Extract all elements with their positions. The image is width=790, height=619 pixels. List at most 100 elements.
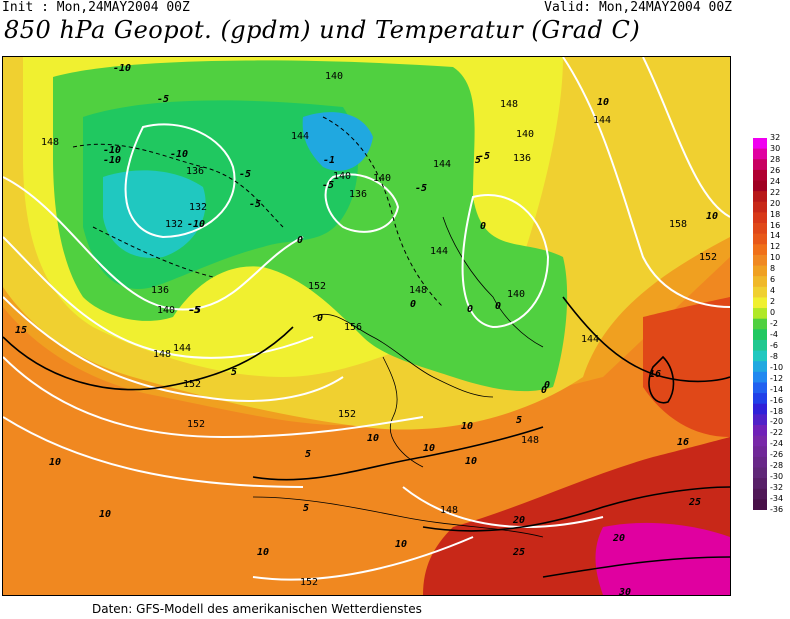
colorbar-swatch — [753, 467, 767, 479]
colorbar-label: -20 — [770, 417, 784, 427]
colorbar-swatch — [753, 191, 767, 203]
colorbar-swatch — [753, 393, 767, 405]
temp-label: -5 — [157, 94, 169, 105]
colorbar-label: -36 — [770, 505, 784, 514]
colorbar-swatch — [753, 201, 767, 213]
temp-label: 5 — [475, 155, 481, 166]
colorbar-swatch — [753, 350, 767, 362]
geo-label: 140 — [333, 171, 351, 182]
temp-label: -10 — [113, 63, 131, 74]
colorbar-swatch — [753, 478, 767, 490]
geo-label: 144 — [173, 343, 191, 354]
colorbar-label: -2 — [770, 319, 778, 328]
temp-label: 0 — [297, 235, 303, 246]
geo-label: 156 — [344, 322, 362, 333]
temp-label: -5 — [478, 151, 490, 162]
temp-label: 10 — [465, 456, 477, 467]
colorbar-label: -16 — [770, 395, 784, 405]
colorbar-label: 4 — [770, 286, 776, 296]
colorbar-swatch — [753, 244, 767, 256]
geo-label: 148 — [409, 285, 427, 296]
data-source-footer: Daten: GFS-Modell des amerikanischen Wet… — [92, 602, 422, 616]
geo-label: 148 — [521, 435, 539, 446]
geo-label: 148 — [440, 505, 458, 516]
geo-label: 140 — [507, 289, 525, 300]
valid-time-label: Valid: Mon,24MAY2004 00Z — [544, 0, 732, 15]
colorbar-swatch — [753, 233, 767, 245]
geo-label: 152 — [183, 379, 201, 390]
colorbar-swatch — [753, 297, 767, 309]
geo-label: 144 — [433, 159, 451, 170]
colorbar-label: -22 — [770, 428, 784, 438]
colorbar-swatch — [753, 138, 767, 150]
init-time-label: Init : Mon,24MAY2004 00Z — [2, 0, 190, 15]
colorbar-swatch — [753, 148, 767, 160]
colorbar-swatch — [753, 403, 767, 415]
colorbar-label: -32 — [770, 483, 784, 493]
colorbar-swatch — [753, 456, 767, 468]
colorbar-label: 28 — [770, 154, 781, 164]
temp-label: 25 — [512, 547, 525, 558]
colorbar-label: 26 — [770, 165, 781, 175]
colorbar-label: 16 — [770, 220, 781, 230]
colorbar-swatch — [753, 329, 767, 341]
temp-label: -5 — [188, 305, 200, 316]
magenta-region — [595, 522, 730, 595]
map-canvas: 140 148 144 136 132 140 144 140 136 140 … — [3, 57, 730, 595]
colorbar-label: -4 — [770, 329, 778, 339]
colorbar-label: 8 — [770, 264, 776, 274]
colorbar-swatch — [753, 159, 767, 171]
geo-label: 132 — [165, 219, 183, 230]
colorbar-label: -26 — [770, 450, 784, 460]
temp-label: 16 — [649, 369, 661, 380]
geo-label: 140 — [157, 305, 175, 316]
temp-label: 10 — [367, 433, 379, 444]
temperature-labels: -10 -5 -10 -10 -10 -5 -5 -1 -5 -5 -10 -5… — [15, 63, 718, 595]
colorbar-label: 6 — [770, 275, 776, 285]
temp-label: -5 — [189, 305, 201, 316]
colorbar-swatch — [753, 339, 767, 352]
temp-label: 0 — [480, 221, 486, 232]
temp-label: -5 — [322, 180, 334, 191]
geo-label: 148 — [41, 137, 59, 148]
temp-label: 0 — [410, 299, 416, 310]
temperature-colorbar — [753, 138, 767, 510]
temp-label: 10 — [395, 539, 407, 550]
colorbar-swatch — [753, 223, 767, 235]
temp-label: 0 — [467, 304, 473, 315]
temp-label: 0 — [541, 385, 547, 396]
colorbar-swatch — [753, 212, 767, 224]
temp-label: 5 — [516, 415, 522, 426]
temp-label: -5 — [239, 169, 251, 180]
temp-label: -10 — [187, 219, 205, 230]
colorbar-swatch — [753, 265, 767, 277]
temp-label: 10 — [461, 421, 473, 432]
colorbar-label: -8 — [770, 351, 778, 361]
temp-label: 10 — [49, 457, 61, 468]
geo-label: 140 — [373, 173, 391, 184]
temp-label: -5 — [249, 199, 261, 210]
colorbar-swatch — [753, 318, 767, 330]
colorbar-label: 32 — [770, 133, 781, 142]
temperature-contours — [3, 296, 730, 578]
temp-label: 10 — [99, 509, 111, 520]
colorbar-swatch — [753, 435, 767, 447]
temp-label: 10 — [597, 97, 609, 108]
colorbar-label: -6 — [770, 340, 778, 350]
temp-label: -10 — [103, 145, 121, 156]
geo-label: 144 — [430, 246, 448, 257]
geo-label: 144 — [593, 115, 611, 126]
temp-label: 20 — [512, 515, 525, 526]
colorbar-swatch — [753, 308, 767, 320]
cyan-region — [302, 112, 373, 171]
temp-label: -1 — [323, 155, 335, 166]
colorbar-swatch — [753, 414, 767, 426]
weather-map: 140 148 144 136 132 140 144 140 136 140 … — [2, 56, 731, 596]
colorbar-label: -14 — [770, 384, 784, 394]
colorbar-swatch — [753, 286, 767, 298]
geo-label: 136 — [151, 285, 169, 296]
geo-label: 144 — [291, 131, 309, 142]
temp-label: 0 — [495, 301, 501, 312]
temp-label: 5 — [303, 503, 309, 514]
colorbar-swatch — [753, 488, 767, 500]
